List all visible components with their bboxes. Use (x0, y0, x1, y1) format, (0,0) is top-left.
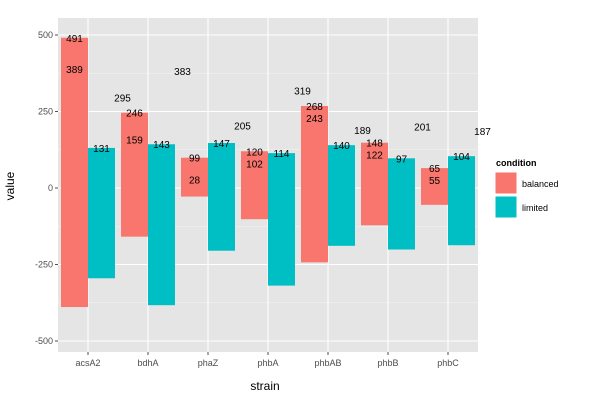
data-label: 143 (153, 140, 170, 151)
bar-limited-phbAB (328, 145, 355, 246)
data-label: 383 (174, 67, 191, 78)
y-tick-label: -250 (35, 260, 53, 270)
data-label: 99 (189, 154, 201, 165)
x-tick-label: phbAB (314, 358, 341, 368)
bar-balanced-phbA (241, 151, 268, 220)
data-label: 114 (274, 149, 290, 160)
data-label: 319 (294, 86, 311, 97)
bar-limited-phbC (448, 156, 475, 246)
x-tick-label: bdhA (137, 358, 158, 368)
bar-balanced-acsA2 (61, 37, 88, 308)
data-label: 131 (93, 144, 110, 155)
data-label: 159 (126, 135, 143, 146)
data-label: 28 (189, 175, 201, 186)
legend-title: condition (496, 158, 537, 168)
bar-balanced-bdhA (121, 112, 148, 237)
data-label: 122 (366, 151, 383, 162)
bar-balanced-phbAB (301, 105, 328, 263)
x-tick-label: phbA (257, 358, 278, 368)
data-label: 147 (213, 139, 230, 150)
data-label: 201 (414, 122, 431, 133)
y-axis-title: value (3, 171, 17, 200)
data-label: 187 (474, 127, 491, 138)
legend-label: balanced (522, 179, 559, 189)
data-label: 246 (126, 109, 143, 120)
data-label: 389 (66, 65, 83, 76)
data-label: 120 (246, 147, 263, 158)
bar-balanced-phbB (361, 142, 388, 226)
data-label: 97 (396, 154, 408, 165)
x-tick-label: phbC (437, 358, 459, 368)
data-label: 102 (246, 159, 263, 170)
data-label: 104 (453, 152, 470, 163)
data-label: 205 (234, 121, 251, 132)
legend: condition balanced limited (494, 158, 559, 219)
data-label: 140 (333, 141, 350, 152)
data-label: 55 (429, 176, 441, 187)
bar-limited-bdhA (148, 144, 175, 306)
legend-label: limited (522, 203, 548, 213)
x-axis-title: strain (250, 379, 279, 393)
bar-limited-acsA2 (88, 147, 115, 279)
y-tick-label: -500 (35, 336, 53, 346)
y-tick-label: 250 (38, 107, 53, 117)
data-label: 189 (354, 126, 371, 137)
data-label: 268 (306, 102, 323, 113)
data-label: 491 (66, 34, 83, 45)
bar-balanced-phbC (421, 168, 448, 205)
y-tick-label: 0 (48, 183, 53, 193)
x-tick-label: phbB (377, 358, 398, 368)
bar-limited-phaZ (208, 143, 235, 251)
x-tick-label: phaZ (198, 358, 219, 368)
y-tick-label: 500 (38, 30, 53, 40)
data-label: 65 (429, 164, 441, 175)
bar-limited-phbA (268, 153, 295, 286)
x-tick-label: acsA2 (75, 358, 100, 368)
data-label: 295 (114, 94, 131, 105)
data-label: 148 (366, 139, 383, 150)
data-label: 243 (306, 114, 323, 125)
legend-key-balanced (494, 171, 518, 195)
bar-limited-phbB (388, 158, 415, 250)
legend-key-limited (494, 195, 518, 219)
bar-balanced-phaZ (181, 157, 208, 197)
